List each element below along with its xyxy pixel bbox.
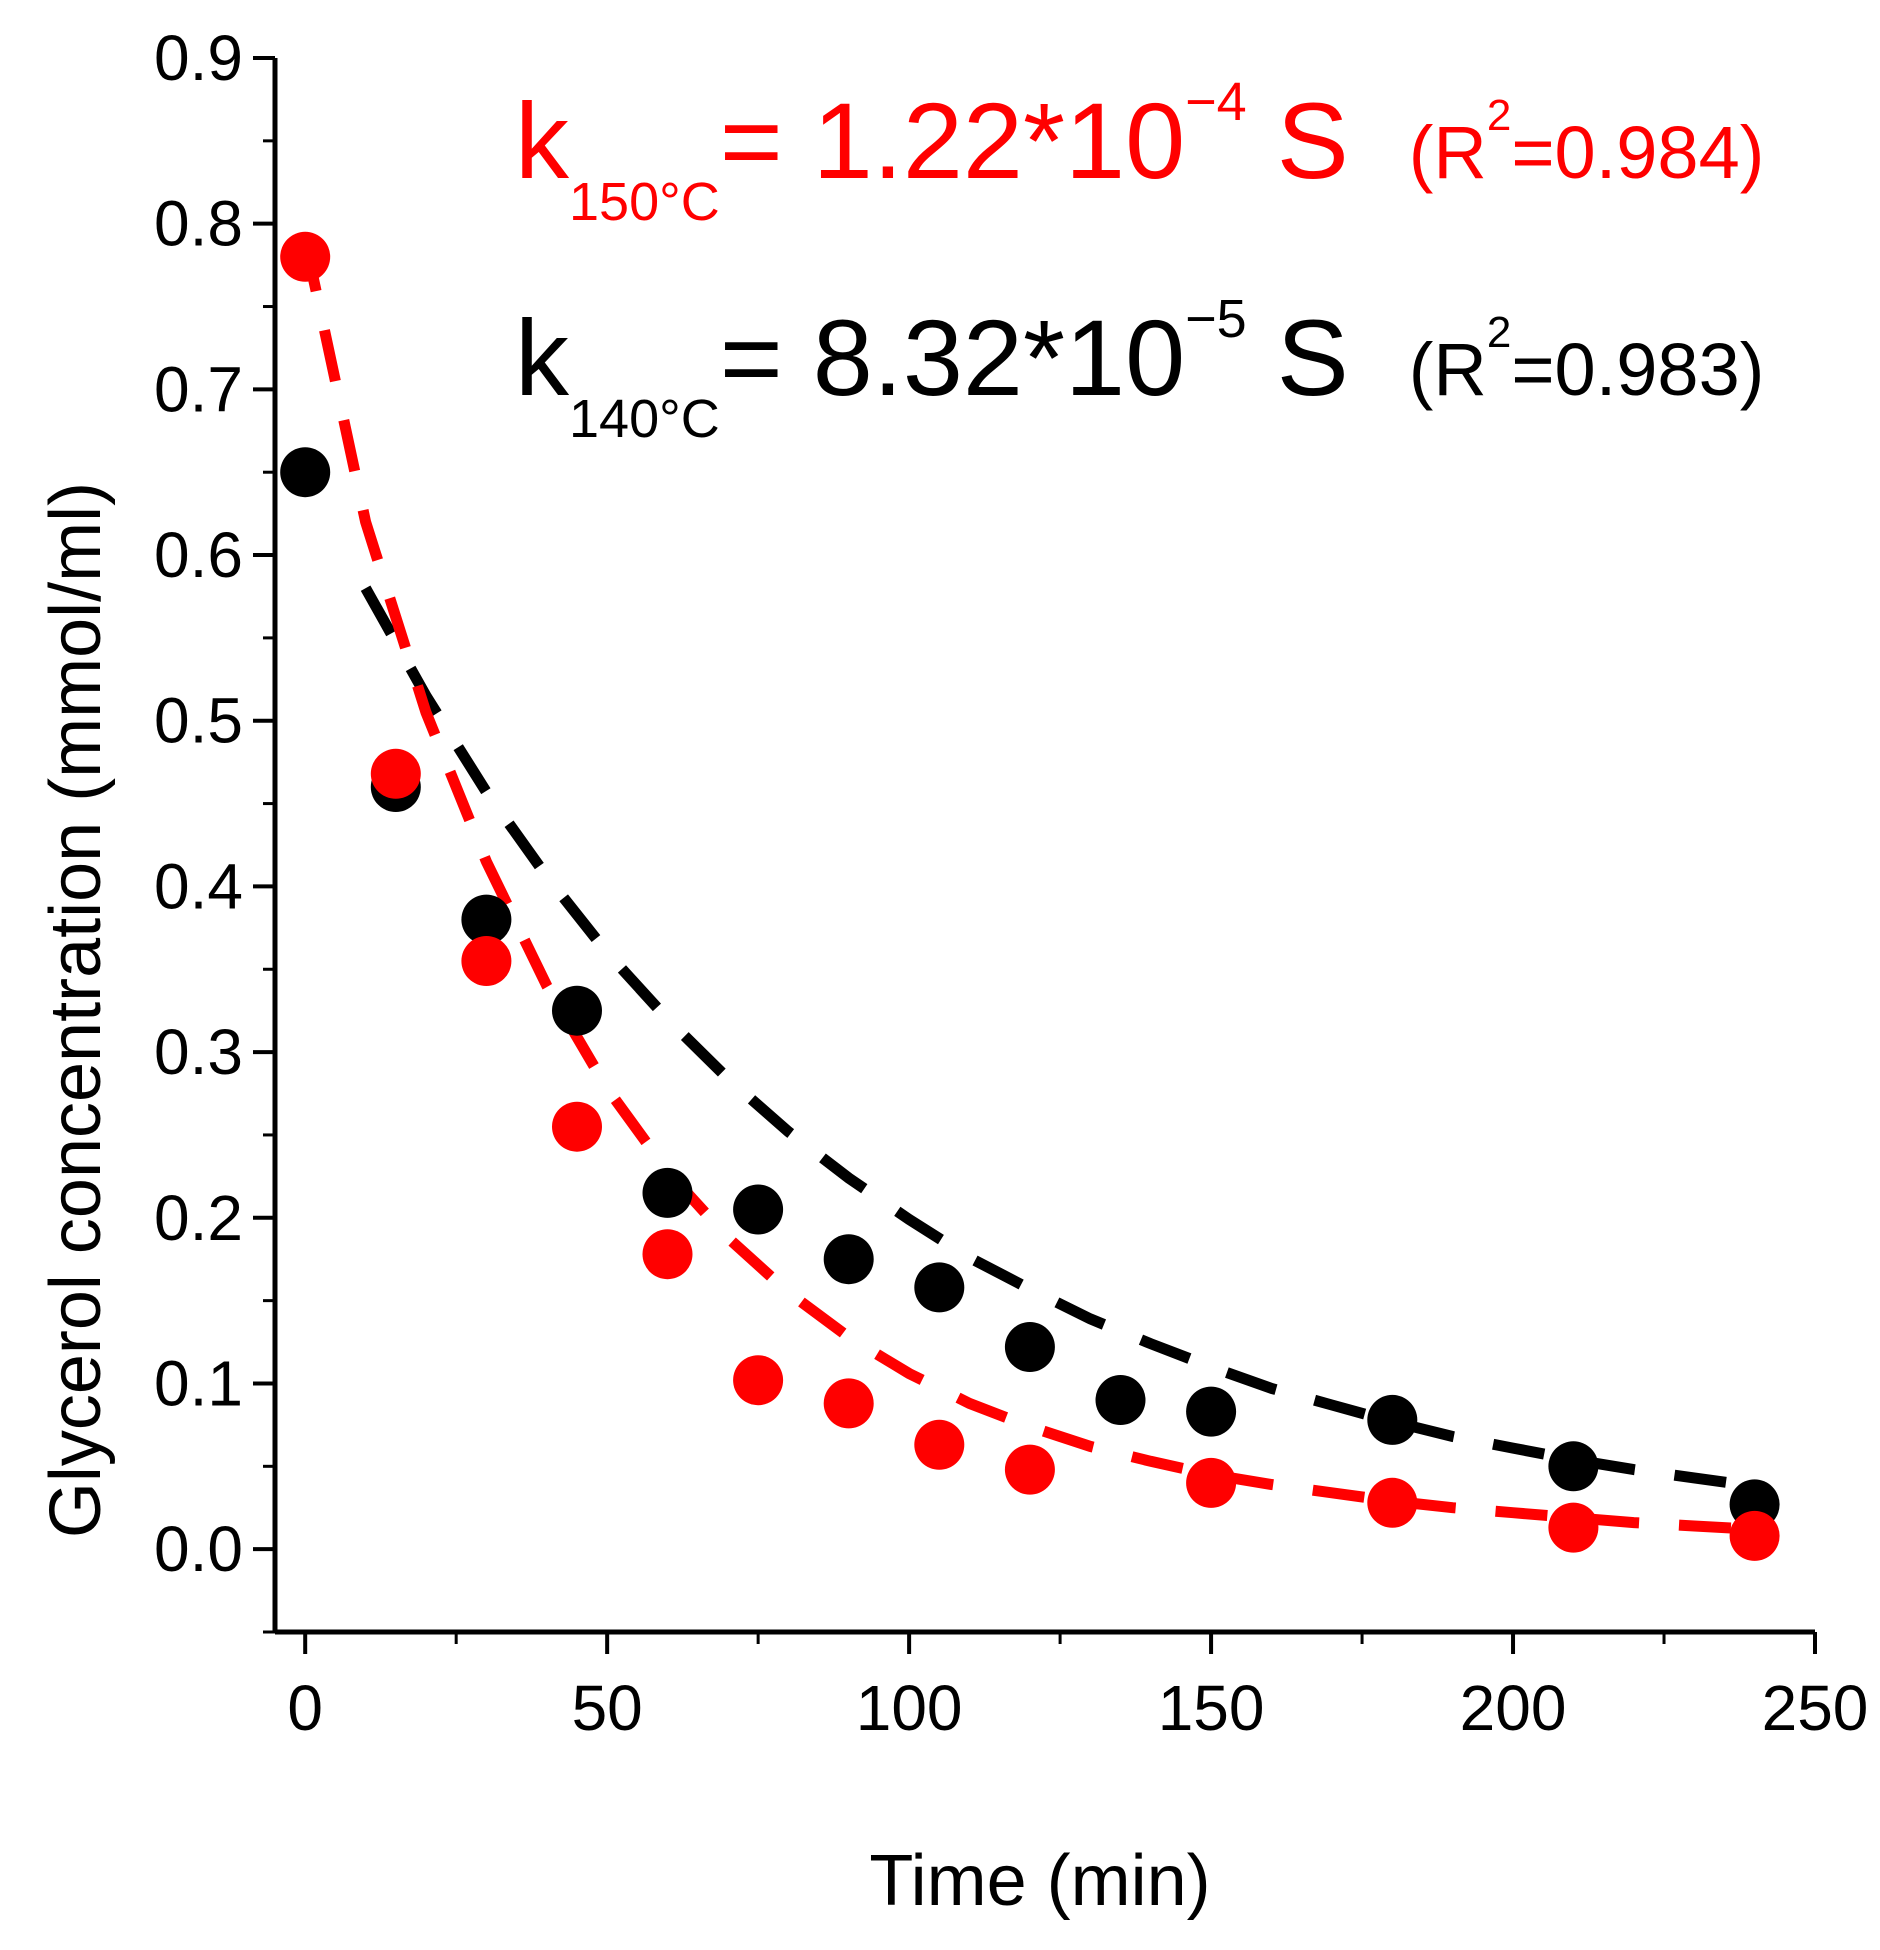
data-point — [1186, 1457, 1237, 1508]
y-tick-label: 0.5 — [154, 685, 243, 757]
x-tick-label: 150 — [1158, 1672, 1265, 1744]
y-tick-label: 0.6 — [154, 519, 243, 591]
fit-line-1 — [299, 239, 1755, 1535]
x-tick-label: 100 — [856, 1672, 963, 1744]
x-tick-label: 200 — [1460, 1672, 1567, 1744]
x-tick-label: 50 — [572, 1672, 643, 1744]
y-tick-label: 0.0 — [154, 1513, 243, 1585]
fit-line-0 — [360, 585, 1756, 1492]
data-point — [1729, 1510, 1780, 1561]
data-point — [1367, 1394, 1418, 1445]
data-point — [370, 748, 421, 799]
data-point — [1004, 1322, 1055, 1372]
y-tick-label: 0.9 — [154, 22, 243, 94]
x-axis-title: Time (min) — [869, 1841, 1210, 1921]
y-tick-label: 0.7 — [154, 353, 243, 425]
y-tick-label: 0.2 — [154, 1182, 243, 1254]
y-tick-label: 0.4 — [154, 850, 243, 922]
data-point — [280, 447, 331, 498]
data-point — [823, 1234, 874, 1285]
data-point — [1367, 1477, 1418, 1528]
x-tick-label: 0 — [287, 1672, 323, 1744]
annotation-k150: k150°C= 1.22*10−4 S (R2=0.984) — [515, 72, 1764, 232]
data-point — [1004, 1444, 1055, 1495]
data-point — [914, 1262, 965, 1313]
data-point — [1548, 1441, 1599, 1492]
data-point — [1095, 1375, 1146, 1425]
x-tick-label: 250 — [1762, 1672, 1869, 1744]
plot-area: 0 50 100 150 200 250 0.0 0.1 0.2 0.3 0.4 0.5 0.6 0.7 0… — [154, 22, 1868, 1744]
data-point — [552, 985, 602, 1036]
data-point — [642, 1167, 693, 1218]
data-point — [823, 1378, 874, 1429]
data-point — [733, 1184, 784, 1235]
data-point — [461, 894, 512, 945]
y-tick-label: 0.3 — [154, 1016, 243, 1088]
y-axis-title: Glycerol concentration (mmol/ml) — [36, 482, 116, 1538]
data-point — [461, 936, 512, 986]
data-point — [914, 1419, 965, 1470]
y-tick-label: 0.8 — [154, 188, 243, 260]
data-point — [552, 1101, 602, 1152]
data-point — [642, 1229, 693, 1280]
data-point — [733, 1355, 784, 1406]
data-point — [1186, 1386, 1237, 1437]
y-tick-label: 0.1 — [154, 1347, 243, 1419]
data-point — [280, 231, 331, 282]
data-point — [1548, 1502, 1599, 1553]
annotation-k140: k140°C= 8.32*10−5 S (R2=0.983) — [515, 289, 1764, 449]
